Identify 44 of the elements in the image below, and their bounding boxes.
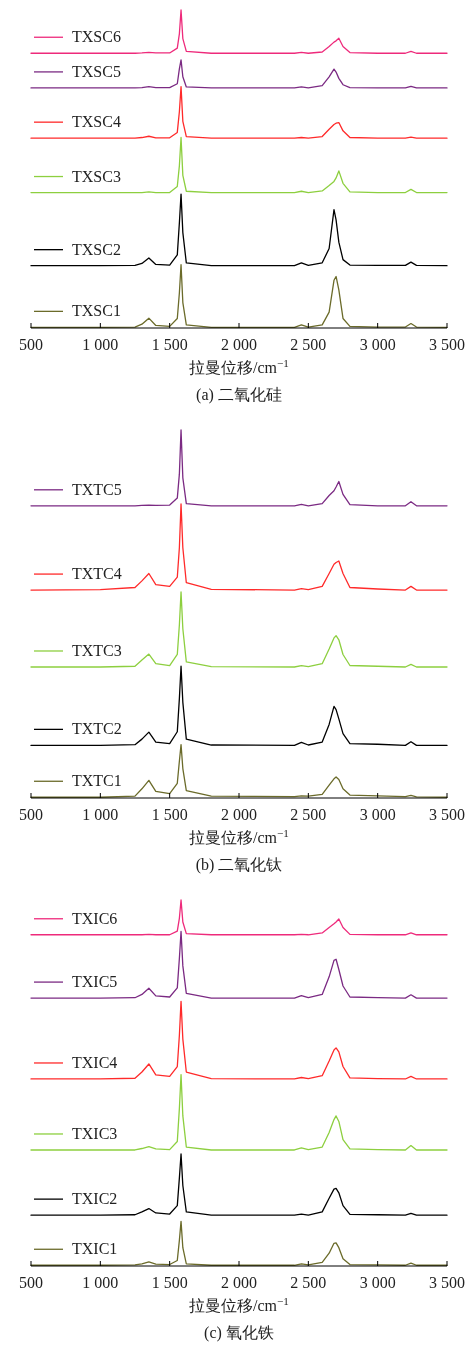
legend-label: TXTC1 bbox=[72, 772, 122, 790]
x-tick-label: 3 000 bbox=[359, 1274, 396, 1291]
legend-label: TXIC3 bbox=[72, 1124, 118, 1142]
legend-label: TXSC3 bbox=[72, 167, 121, 185]
x-tick-label: 2 000 bbox=[221, 336, 257, 353]
x-tick-label: 2 500 bbox=[290, 806, 327, 823]
x-tick-label: 2 000 bbox=[221, 1274, 257, 1291]
text: (a) 二氧化硅 bbox=[196, 386, 282, 404]
x-tick-label: 3 500 bbox=[429, 1274, 465, 1291]
x-tick-label: 500 bbox=[19, 806, 43, 823]
x-axis-title: 拉曼位移/cm$^{−1}$ bbox=[189, 1295, 289, 1314]
legend-label: TXTC2 bbox=[72, 720, 122, 738]
legend-label: TXIC4 bbox=[72, 1053, 118, 1071]
x-tick-label: 1 000 bbox=[82, 336, 119, 353]
x-tick-label: 500 bbox=[19, 336, 43, 353]
x-tick-label: 3 000 bbox=[359, 336, 396, 353]
legend-label: TXSC5 bbox=[72, 62, 121, 80]
x-tick-label: 1 500 bbox=[151, 806, 188, 823]
text: (b) 二氧化钛 bbox=[195, 856, 283, 874]
x-tick-label: 3 500 bbox=[429, 806, 465, 823]
x-tick-label: 3 000 bbox=[359, 806, 396, 823]
x-axis-title: 拉曼位移/cm$^{−1}$ bbox=[189, 357, 289, 376]
text: (c) 氧化铁 bbox=[204, 1324, 274, 1342]
x-tick-label: 1 000 bbox=[82, 1274, 119, 1291]
legend-label: TXTC3 bbox=[72, 641, 122, 659]
legend-label: TXTC5 bbox=[72, 480, 122, 498]
x-axis-title: 拉曼位移/cm$^{−1}$ bbox=[189, 827, 289, 846]
legend-label: TXSC4 bbox=[72, 113, 121, 131]
x-tick-label: 500 bbox=[19, 1274, 43, 1291]
legend-label: TXSC6 bbox=[72, 28, 121, 46]
x-tick-label: 1 500 bbox=[151, 336, 188, 353]
legend-label: TXSC1 bbox=[72, 302, 121, 320]
x-tick-label: 2 500 bbox=[290, 1274, 327, 1291]
legend-label: TXIC2 bbox=[72, 1190, 118, 1208]
legend-label: TXIC5 bbox=[72, 973, 118, 991]
x-tick-label: 2 500 bbox=[290, 336, 327, 353]
x-tick-label: 1 000 bbox=[82, 806, 119, 823]
x-tick-label: 2 000 bbox=[221, 806, 257, 823]
x-tick-label: 1 500 bbox=[151, 1274, 188, 1291]
legend-label: TXIC1 bbox=[72, 1240, 118, 1258]
legend-label: TXIC6 bbox=[72, 909, 118, 927]
x-tick-label: 3 500 bbox=[429, 336, 465, 353]
legend-label: TXSC2 bbox=[72, 240, 121, 258]
legend-label: TXTC4 bbox=[72, 565, 122, 583]
